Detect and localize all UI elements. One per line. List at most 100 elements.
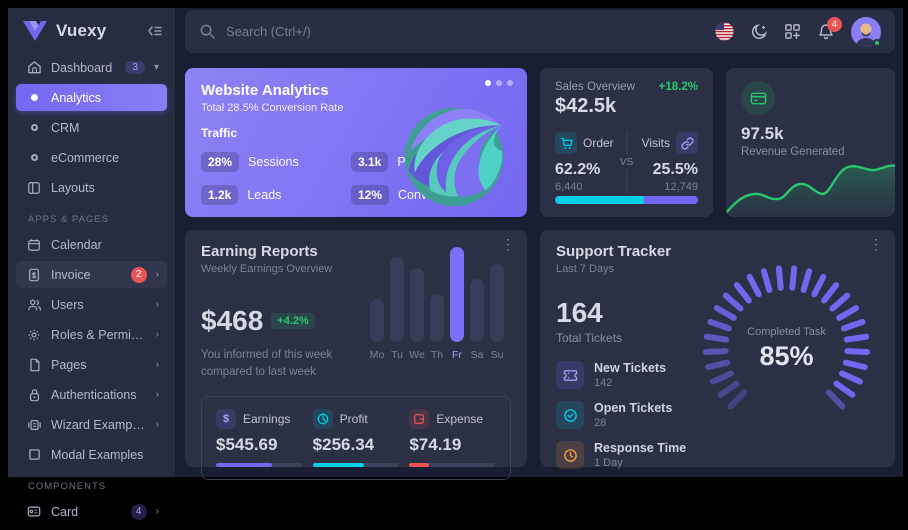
sidebar-item-layouts[interactable]: Layouts [16, 174, 167, 201]
sidebar-item-modal-examples[interactable]: Modal Examples [16, 441, 167, 468]
section-header-components: COMPONENTS [28, 481, 107, 492]
chevron-right-icon: › [155, 359, 159, 370]
pie-chart-icon [312, 408, 333, 429]
stat-sessions: 28% Sessions [201, 152, 351, 172]
card-badge: 4 [130, 503, 147, 520]
app-window: Vuexy Dashboard 3 ▾ Analytics [8, 8, 903, 520]
wallet-icon [409, 408, 430, 429]
home-icon [26, 60, 42, 76]
card-title: Earning Reports [201, 243, 318, 260]
total-tickets-value: 164 [556, 297, 603, 328]
language-flag-icon[interactable] [715, 22, 734, 41]
revenue-value: 97.5k [741, 124, 784, 143]
revenue-generated-card: 97.5k Revenue Generated [726, 68, 895, 217]
file-icon [26, 357, 42, 373]
shortcuts-grid-icon[interactable] [784, 23, 801, 40]
vuexy-logo-icon [23, 21, 47, 41]
check-circle-icon [556, 401, 584, 429]
sphere-graphic [404, 107, 504, 207]
brand-name: Vuexy [56, 21, 107, 40]
square-icon [26, 447, 42, 463]
card-title: Sales Overview [555, 81, 635, 93]
kebab-menu-icon[interactable]: ⋮ [501, 236, 515, 252]
dashboard-badge: 3 [125, 61, 145, 74]
sidebar-item-analytics[interactable]: Analytics [16, 84, 167, 111]
sidebar-item-wizard-examples[interactable]: Wizard Examples › [16, 411, 167, 438]
online-status-dot [873, 38, 881, 47]
bullet-icon [26, 90, 42, 106]
order-visits-progress [555, 196, 698, 204]
sidebar-item-invoice[interactable]: Invoice 2 › [16, 261, 167, 288]
ticket-icon [556, 361, 584, 389]
stat-expense: Expense $74.19 [409, 408, 496, 467]
search-input[interactable] [226, 24, 526, 39]
bar-sa: Sa [467, 247, 487, 361]
sales-total: $42.5k [555, 95, 617, 117]
invoice-badge: 2 [130, 266, 147, 283]
link-icon [676, 132, 698, 154]
earnings-amount: $468 [201, 305, 264, 336]
visits-stat: Visits 25.5% 12,749 [627, 132, 698, 193]
brand[interactable]: Vuexy [8, 8, 175, 52]
earning-stats-box: $ Earnings $545.69 Profit $ [201, 395, 511, 480]
search-icon [199, 23, 216, 40]
bullet-icon [26, 120, 42, 136]
card-title: Support Tracker [556, 243, 672, 260]
users-icon [26, 297, 42, 313]
sidebar-item-card[interactable]: Card 4 › [16, 498, 167, 525]
topbar: 4 [185, 10, 895, 53]
row-response-time: Response Time 1 Day [556, 441, 694, 469]
chevron-right-icon: › [155, 389, 159, 400]
stat-earnings: $ Earnings $545.69 [216, 408, 303, 467]
chevron-down-icon: ▾ [153, 62, 159, 73]
traffic-label: Traffic [201, 126, 238, 140]
carousel-dots[interactable] [485, 80, 513, 86]
sidebar-item-calendar[interactable]: Calendar [16, 231, 167, 258]
layout-icon [26, 180, 42, 196]
order-stat: Order 62.2% 6,440 [555, 132, 627, 193]
wizard-icon [26, 417, 42, 433]
sidebar-item-roles-permissions[interactable]: Roles & Permissions › [16, 321, 167, 348]
gauge-label: Completed Task [747, 325, 826, 338]
sidebar-collapse-icon[interactable] [147, 24, 163, 38]
completed-task-gauge: Completed Task 85% [694, 243, 879, 454]
bar-fr-highlighted: Fr [447, 247, 467, 361]
section-header-apps: APPS & PAGES [28, 214, 109, 225]
credit-card-icon [741, 81, 775, 115]
card-icon [26, 504, 42, 520]
notifications-bell-icon[interactable]: 4 [817, 16, 842, 41]
search-bar[interactable] [199, 23, 715, 40]
sidebar: Vuexy Dashboard 3 ▾ Analytics [8, 8, 175, 520]
user-avatar[interactable] [851, 16, 881, 47]
sidebar-item-authentications[interactable]: Authentications › [16, 381, 167, 408]
weekly-bar-chart: Mo Tu We Th Fr Sa Su [349, 243, 511, 361]
stat-leads: 1.2k Leads [201, 185, 351, 205]
gear-icon [26, 327, 42, 343]
earning-reports-card: ⋮ Earning Reports Weekly Earnings Overvi… [185, 230, 527, 480]
revenue-sparkline-chart [726, 164, 895, 217]
notification-badge: 4 [827, 16, 842, 32]
row-open-tickets: Open Tickets 28 [556, 401, 694, 429]
bar-su: Su [487, 247, 507, 361]
card-subtitle: Last 7 Days [556, 263, 615, 275]
bar-th: Th [427, 247, 447, 361]
sidebar-item-crm[interactable]: CRM [16, 114, 167, 141]
calendar-icon [26, 237, 42, 253]
support-tracker-card: ⋮ Support Tracker Last 7 Days 164 Total … [540, 230, 895, 469]
sidebar-item-ecommerce[interactable]: eCommerce [16, 144, 167, 171]
support-gauge-ticks [703, 265, 870, 410]
card-title: Website Analytics [201, 82, 329, 99]
dark-mode-moon-icon[interactable] [750, 23, 768, 41]
sidebar-item-pages[interactable]: Pages › [16, 351, 167, 378]
chevron-right-icon: › [155, 506, 159, 517]
sales-overview-card: Sales Overview +18.2% $42.5k Order 62.2%… [540, 68, 713, 217]
earnings-note: You informed of this week compared to la… [201, 349, 333, 379]
vs-divider: VS [620, 132, 633, 193]
chevron-right-icon: › [155, 269, 159, 280]
sidebar-item-dashboard[interactable]: Dashboard 3 ▾ [16, 54, 167, 81]
dollar-icon: $ [216, 408, 236, 429]
sales-change: +18.2% [658, 81, 698, 93]
sidebar-item-users[interactable]: Users › [16, 291, 167, 318]
bullet-icon [26, 150, 42, 166]
bar-mo: Mo [367, 247, 387, 361]
